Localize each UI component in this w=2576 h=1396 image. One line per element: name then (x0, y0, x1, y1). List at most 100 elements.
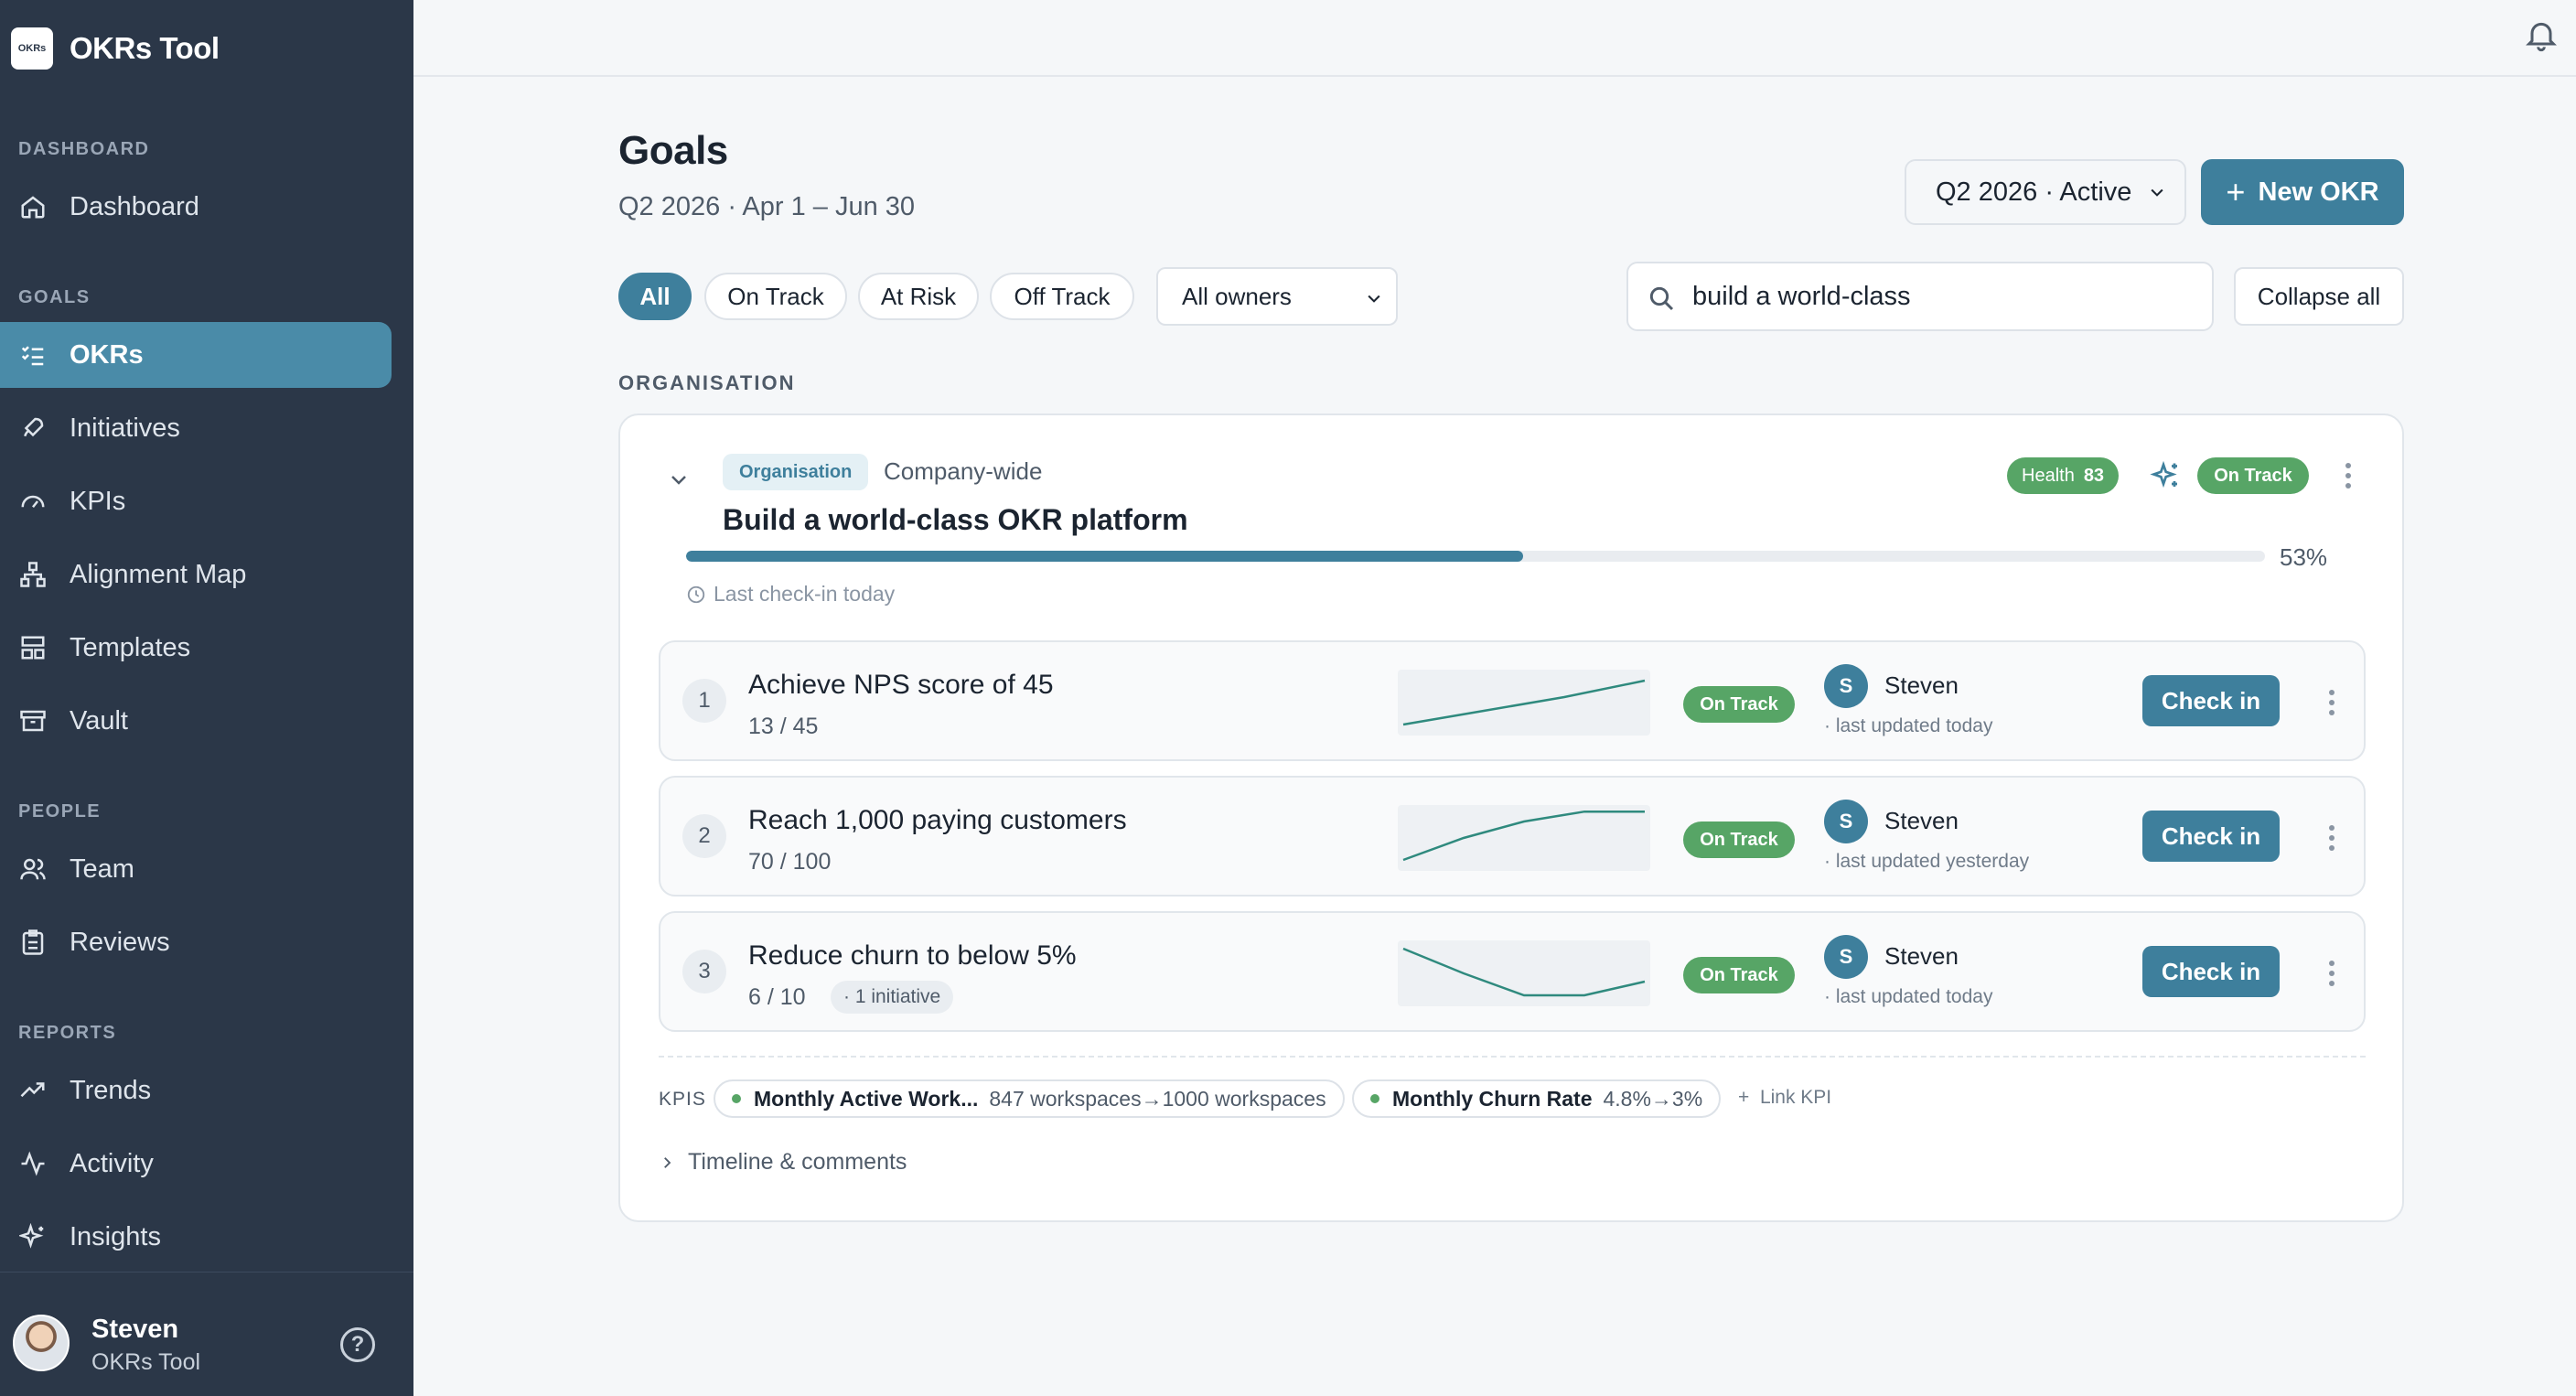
sidebar-item-label: Vault (70, 705, 128, 736)
search-input[interactable]: build a world-class (1626, 262, 2214, 331)
page-subtitle: Q2 2026 · Apr 1 – Jun 30 (618, 192, 916, 221)
sidebar-item-label: Initiatives (70, 413, 180, 443)
key-result-sparkline (1398, 940, 1650, 1006)
ai-sparkle-icon[interactable] (2150, 459, 2183, 492)
chevron-down-icon[interactable] (668, 468, 690, 490)
more-options-icon[interactable] (2327, 684, 2336, 721)
activity-icon (18, 1149, 48, 1178)
link-kpi-label: Link KPI (1759, 1087, 1832, 1108)
search-icon (1649, 286, 1674, 311)
more-options-icon[interactable] (2344, 457, 2353, 494)
key-result-row[interactable]: 1 Achieve NPS score of 45 13 / 45 On Tra… (659, 640, 2366, 761)
last-updated: · last updated today (1824, 715, 1993, 736)
users-icon (18, 854, 48, 884)
quarter-select[interactable]: Q2 2026 · Active (1905, 159, 2186, 225)
initiative-badge[interactable]: · 1 initiative (831, 981, 954, 1014)
filter-chip-at-risk[interactable]: At Risk (858, 273, 979, 320)
sidebar-item-label: Trends (70, 1075, 152, 1105)
objective-title[interactable]: Build a world-class OKR platform (723, 503, 1188, 536)
timeline-label: Timeline & comments (688, 1149, 907, 1175)
clipboard-icon (18, 928, 48, 957)
sidebar-item-alignment-map[interactable]: Alignment Map (0, 542, 392, 607)
sidebar-item-dashboard[interactable]: Dashboard (0, 174, 392, 240)
sidebar-item-reviews[interactable]: Reviews (0, 909, 392, 975)
layout-icon (18, 633, 48, 662)
filter-chip-all[interactable]: All (618, 273, 692, 320)
sidebar-item-okrs[interactable]: OKRs (0, 322, 392, 388)
help-icon[interactable]: ? (340, 1327, 375, 1362)
sidebar-item-label: OKRs (70, 339, 144, 370)
sidebar-item-initiatives[interactable]: Initiatives (0, 395, 392, 461)
sidebar-item-label: Templates (70, 632, 191, 662)
new-okr-label: New OKR (2258, 177, 2379, 207)
kpi-status-dot (1370, 1094, 1379, 1103)
user-org: OKRs Tool (91, 1349, 201, 1375)
gauge-icon (18, 487, 48, 516)
key-result-status-badge: On Track (1683, 957, 1795, 993)
filter-chip-on-track[interactable]: On Track (704, 273, 847, 320)
sidebar-item-team[interactable]: Team (0, 836, 392, 902)
user-profile[interactable]: Steven OKRs Tool ? (0, 1272, 413, 1396)
key-result-row[interactable]: 2 Reach 1,000 paying customers 70 / 100 … (659, 776, 2366, 897)
sparkline-line (1402, 947, 1646, 997)
hierarchy-icon (18, 560, 48, 589)
chevron-down-icon (2151, 188, 2163, 197)
clock-icon (687, 585, 705, 603)
sidebar-item-insights[interactable]: Insights (0, 1204, 392, 1270)
check-in-button[interactable]: Check in (2142, 811, 2280, 862)
key-result-number: 1 (682, 679, 726, 723)
filter-chip-off-track[interactable]: Off Track (990, 273, 1134, 320)
bell-icon[interactable] (2523, 15, 2560, 55)
health-label: Health (2022, 465, 2075, 486)
more-options-icon[interactable] (2327, 955, 2336, 992)
search-input-value: build a world-class (1692, 281, 1911, 311)
plus-icon: + (1738, 1087, 1760, 1108)
rocket-icon (18, 413, 48, 443)
checklist-icon (18, 340, 48, 370)
brand-name: OKRs Tool (70, 31, 220, 65)
link-kpi-button[interactable]: + Link KPI (1738, 1087, 1831, 1109)
section-label-people: PEOPLE (18, 801, 102, 821)
chevron-right-icon (664, 1156, 671, 1168)
objective-card: Organisation Company-wide Health 83 On T… (618, 413, 2404, 1222)
check-in-button[interactable]: Check in (2142, 946, 2280, 997)
new-okr-button[interactable]: + New OKR (2201, 159, 2404, 225)
sidebar-item-label: KPIs (70, 486, 126, 516)
topbar (413, 0, 2576, 77)
key-result-title: Reach 1,000 paying customers (748, 805, 1127, 835)
section-label-dashboard: DASHBOARD (18, 139, 150, 159)
last-checkin: Last check-in today (686, 582, 895, 607)
sidebar-item-trends[interactable]: Trends (0, 1058, 392, 1123)
last-updated: · last updated today (1824, 986, 1993, 1007)
sidebar-item-kpis[interactable]: KPIs (0, 468, 392, 534)
key-result-sparkline (1398, 805, 1650, 871)
check-in-button[interactable]: Check in (2142, 675, 2280, 726)
owners-select[interactable]: All owners (1156, 267, 1398, 326)
brand-logo: OKRs (11, 27, 53, 70)
key-result-value: 13 / 45 (748, 714, 819, 739)
avatar[interactable] (13, 1315, 70, 1371)
collapse-all-button[interactable]: Collapse all (2234, 267, 2404, 326)
kpi-chip[interactable]: Monthly Churn Rate 4.8%→3% (1352, 1079, 1722, 1118)
sidebar-item-label: Alignment Map (70, 559, 247, 589)
archive-icon (18, 706, 48, 736)
sidebar-item-label: Team (70, 854, 134, 884)
objective-progress-percent: 53% (2280, 543, 2328, 571)
sidebar-item-templates[interactable]: Templates (0, 615, 392, 681)
objective-scope: Company-wide (884, 457, 1043, 485)
key-result-sparkline (1398, 670, 1650, 736)
timeline-toggle[interactable]: Timeline & comments (659, 1149, 907, 1176)
last-checkin-text: Last check-in today (714, 582, 896, 606)
key-result-status-badge: On Track (1683, 686, 1795, 723)
key-result-row[interactable]: 3 Reduce churn to below 5% 6 / 10 · 1 in… (659, 911, 2366, 1032)
key-result-title: Achieve NPS score of 45 (748, 670, 1054, 700)
sidebar-item-vault[interactable]: Vault (0, 688, 392, 754)
sidebar-item-label: Reviews (70, 927, 170, 957)
kpi-chip[interactable]: Monthly Active Work... 847 workspaces→10… (714, 1079, 1345, 1118)
sidebar-item-activity[interactable]: Activity (0, 1131, 392, 1197)
health-value: 83 (2083, 465, 2105, 486)
brand[interactable]: OKRs OKRs Tool (11, 27, 220, 70)
trend-icon (18, 1076, 48, 1105)
plus-icon: + (2226, 173, 2246, 210)
more-options-icon[interactable] (2327, 820, 2336, 856)
